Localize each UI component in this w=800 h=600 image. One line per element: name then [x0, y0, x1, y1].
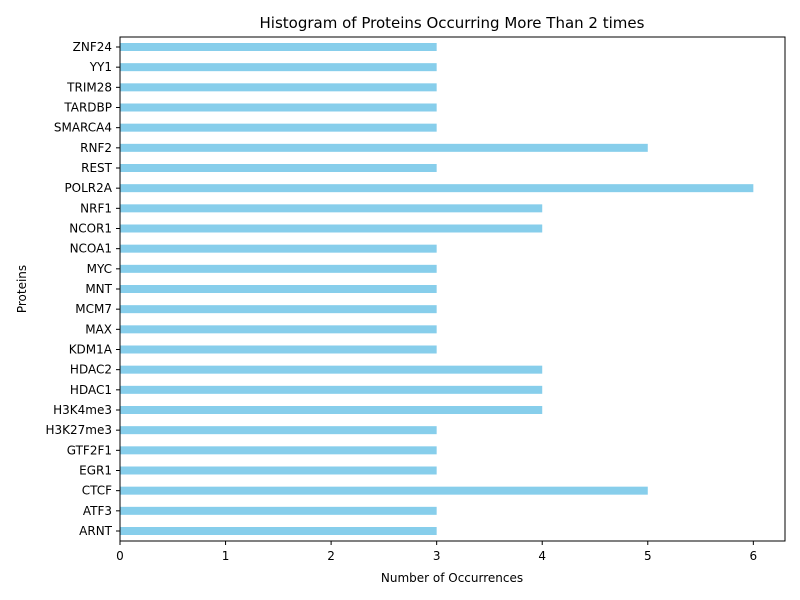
bar-myc: [120, 264, 437, 273]
bar-ncor1: [120, 224, 543, 233]
y-tick-label: ZNF24: [73, 40, 112, 54]
y-tick-label: EGR1: [79, 464, 112, 478]
y-axis-label: Proteins: [15, 265, 29, 313]
y-tick-label: MYC: [87, 262, 112, 276]
y-tick-label: POLR2A: [64, 181, 112, 195]
x-axis-ticks: 0 1 2 3 4 5 6: [116, 541, 757, 563]
y-tick-label: MAX: [85, 322, 112, 336]
x-axis-label: Number of Occurrences: [381, 571, 523, 585]
y-tick-label: HDAC2: [70, 363, 112, 377]
y-tick-label: ARNT: [79, 524, 113, 538]
y-tick-label: NCOR1: [69, 222, 112, 236]
x-tick-label: 5: [644, 549, 652, 563]
x-tick-label: 2: [327, 549, 335, 563]
bar-tardbp: [120, 103, 437, 112]
y-axis-ticks: ARNT ATF3 CTCF EGR1 GTF2F1 H3K27me3 H3K4me3 HDA…: [45, 40, 120, 538]
bar-smarca4: [120, 123, 437, 132]
y-tick-label: ATF3: [83, 504, 112, 518]
bar-yy1: [120, 63, 437, 72]
bar-znf24: [120, 43, 437, 51]
y-tick-label: RNF2: [80, 141, 112, 155]
y-tick-label: MNT: [85, 282, 112, 296]
bar-hdac1: [120, 385, 543, 394]
y-tick-label: CTCF: [82, 484, 112, 498]
bar-nrf1: [120, 204, 543, 213]
y-tick-label: SMARCA4: [54, 121, 112, 135]
y-tick-label: H3K4me3: [53, 403, 112, 417]
bars-group: [120, 43, 754, 535]
bar-polr2a: [120, 184, 754, 193]
bar-max: [120, 325, 437, 334]
bar-kdm1a: [120, 345, 437, 354]
y-tick-label: TARDBP: [63, 101, 112, 115]
x-tick-label: 1: [222, 549, 230, 563]
y-tick-label: GTF2F1: [67, 443, 112, 457]
x-tick-label: 3: [433, 549, 441, 563]
bar-h3k27me3: [120, 426, 437, 435]
x-tick-label: 0: [116, 549, 124, 563]
bar-h3k4me3: [120, 406, 543, 414]
bar-mcm7: [120, 305, 437, 314]
y-tick-label: NCOA1: [70, 242, 112, 256]
bar-egr1: [120, 466, 437, 475]
bar-atf3: [120, 506, 437, 515]
bar-trim28: [120, 83, 437, 92]
y-tick-label: H3K27me3: [45, 423, 112, 437]
x-tick-label: 6: [750, 549, 758, 563]
y-tick-label: YY1: [89, 60, 112, 74]
y-tick-label: HDAC1: [70, 383, 112, 397]
y-tick-label: MCM7: [75, 302, 112, 316]
y-tick-label: NRF1: [80, 201, 112, 215]
chart-title: Histogram of Proteins Occurring More Tha…: [260, 14, 645, 32]
y-tick-label: REST: [81, 161, 113, 175]
bar-hdac2: [120, 365, 543, 374]
bar-rnf2: [120, 143, 648, 152]
bar-gtf2f1: [120, 446, 437, 455]
bar-rest: [120, 164, 437, 172]
y-tick-label: KDM1A: [69, 343, 113, 357]
bar-mnt: [120, 285, 437, 293]
y-tick-label: TRIM28: [66, 80, 112, 94]
bar-ctcf: [120, 486, 648, 495]
bar-ncoa1: [120, 244, 437, 253]
bar-arnt: [120, 527, 437, 535]
x-tick-label: 4: [538, 549, 546, 563]
